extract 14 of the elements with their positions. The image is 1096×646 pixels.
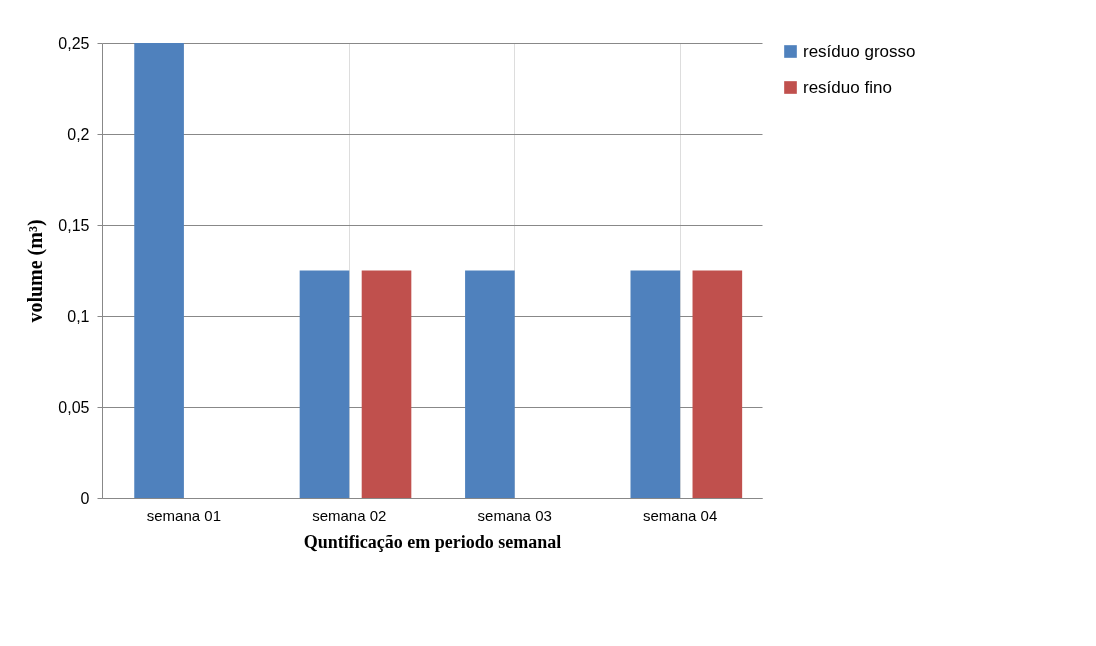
x-tick-label: semana 03 [477, 506, 552, 524]
x-axis-title: Quntificação em periodo semanal [303, 531, 562, 552]
x-tick-label: semana 02 [312, 506, 387, 524]
y-tick-label: 0,2 [67, 125, 90, 143]
y-tick-label: 0 [80, 489, 90, 507]
x-tick-label: semana 04 [643, 506, 718, 524]
y-tick-label: 0,15 [58, 216, 90, 234]
y-tick-label: 0,05 [58, 398, 90, 416]
legend-label: resíduo grosso [803, 41, 916, 61]
legend-label: resíduo fino [803, 77, 892, 97]
x-tick-label: semana 01 [146, 506, 221, 524]
y-tick-label: 0,25 [58, 34, 90, 52]
y-tick-label: 0,1 [67, 307, 90, 325]
y-axis-title: volume (m³) [24, 219, 48, 323]
